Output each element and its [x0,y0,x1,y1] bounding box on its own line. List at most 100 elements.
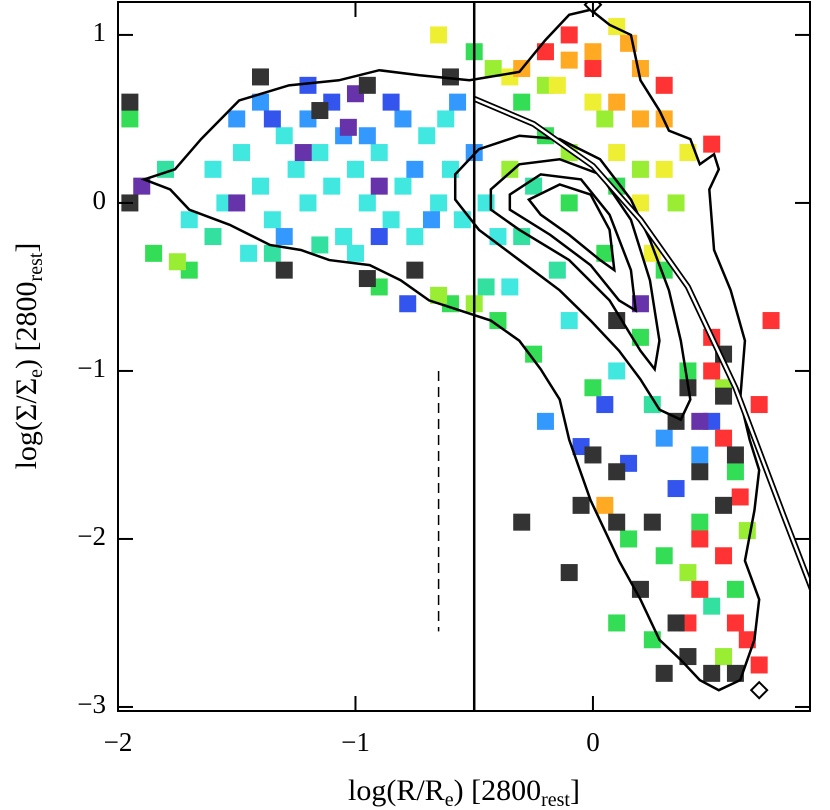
bin-cell [548,76,566,94]
bin-cell [513,228,531,246]
bin-cell [731,488,749,506]
bin-cell [168,253,186,271]
bin-cell [738,631,756,649]
bin-cell [449,93,467,111]
bin-cell [655,429,673,447]
bin-cell [418,127,436,145]
bin-cell [437,110,455,128]
bin-cell [679,362,697,380]
bin-cell [430,26,448,44]
bin-cell [608,513,626,531]
bin-cell [596,110,614,128]
bin-cell [715,496,733,514]
bin-cell [323,177,341,195]
bin-cell [525,345,543,363]
bin-cell [679,648,697,666]
bin-cell [643,513,661,531]
bin-cell [430,194,448,212]
bin-cell [631,110,649,128]
bin-cell [339,118,357,136]
bin-cell [399,295,417,313]
bin-cell [596,244,614,262]
bin-cell [608,312,626,330]
contour [140,8,761,692]
bin-cell [275,127,293,145]
bin-cell [750,396,768,414]
bin-cell [584,446,602,464]
bin-cell [251,177,269,195]
y-tick-label: 1 [93,17,107,47]
contour [526,183,616,273]
bin-cell [204,160,222,178]
y-tick-label: −2 [77,521,106,551]
bin-cell [560,564,578,582]
bin-cell [484,60,502,78]
bin-cell [394,110,412,128]
bin-cell [726,664,744,682]
bin-cell [691,446,709,464]
bin-cell [691,463,709,481]
y-axis-label: log(Σ/Σe) [2800rest] [10,243,47,470]
bin-cell [596,496,614,514]
bin-cell [204,228,222,246]
bin-cell [703,362,721,380]
bin-cell [133,177,151,195]
bin-cell [287,160,305,178]
bin-cell [489,312,507,330]
bin-cell [643,396,661,414]
bin-cell [311,102,329,120]
bin-cell [691,580,709,598]
bin-cell [667,194,685,212]
bin-cell [655,76,673,94]
bin-cell [667,412,685,430]
bin-cell [703,664,721,682]
bin-cell [406,228,424,246]
bin-cell [121,110,139,128]
bin-cell [584,43,602,61]
bin-cell [263,110,281,128]
bin-cell [631,194,649,212]
bin-cell [560,26,578,44]
bin-cell [501,278,519,296]
bin-cell [370,228,388,246]
plot-area [121,2,810,711]
bin-cell [358,76,376,94]
bin-cell [228,110,246,128]
bin-cell [631,160,649,178]
bin-cell [311,236,329,254]
bin-cell [513,513,531,531]
contour [489,157,661,373]
bin-cell [370,144,388,162]
bin-cell [536,412,554,430]
y-tick-label: 0 [93,185,107,215]
bin-cell [441,68,459,86]
bin-cell [596,396,614,414]
bin-cell [263,244,281,262]
bin-cell [560,194,578,212]
bin-cell [750,656,768,674]
bin-cell [335,228,353,246]
bin-cell [406,160,424,178]
bin-cell [232,144,250,162]
bin-cell [608,144,626,162]
x-tick-label: −1 [341,727,370,757]
bin-cell [311,144,329,162]
x-axis-label: log(R/Re) [2800rest] [348,774,580,810]
bin-cell [691,513,709,531]
bin-cell [145,244,163,262]
bin-cell [477,278,495,296]
bin-cell [370,177,388,195]
bin-cell [726,614,744,632]
bin-cell [620,530,638,548]
bin-cell [726,580,744,598]
bin-cell [406,261,424,279]
bin-cell [358,270,376,288]
bin-cell [738,522,756,540]
bin-cell [251,68,269,86]
bin-cell [501,160,519,178]
bin-cell [382,93,400,111]
bin-cell [299,194,317,212]
bin-cell [655,160,673,178]
bin-cell [726,446,744,464]
